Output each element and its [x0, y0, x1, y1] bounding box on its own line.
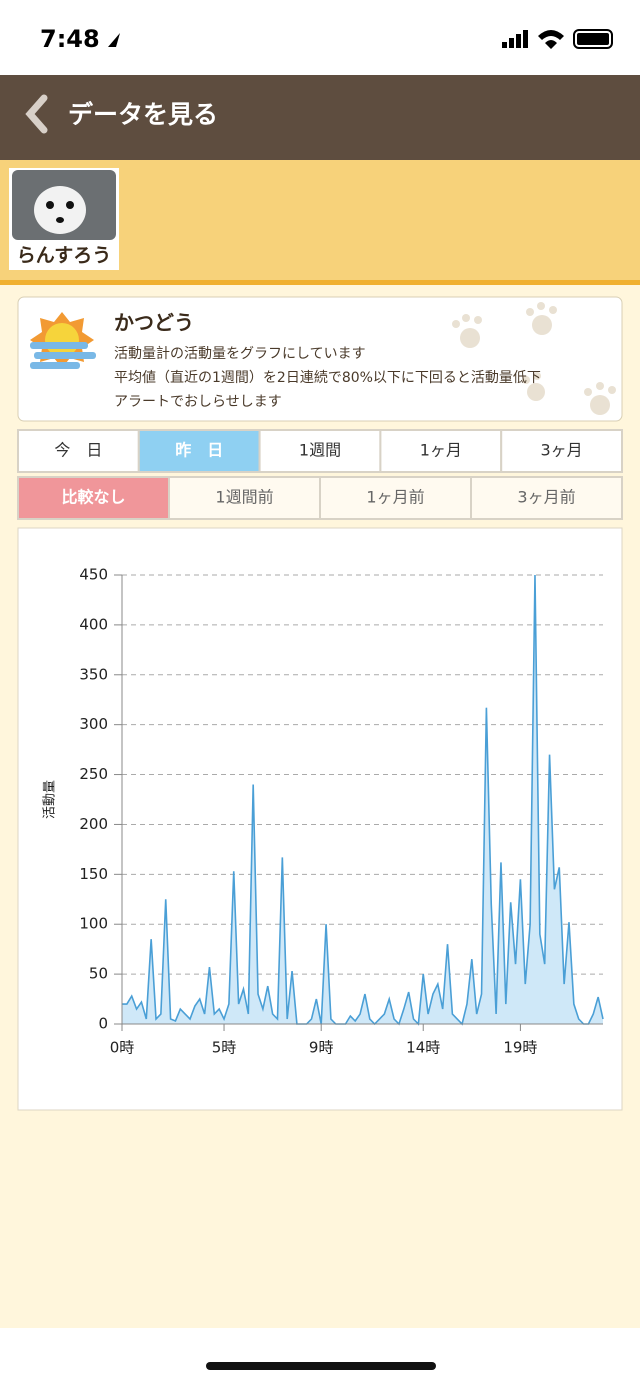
tab-label: 1週間: [299, 441, 341, 460]
paw-decor: [452, 302, 616, 415]
y-tick-label: 100: [79, 915, 108, 933]
area: [122, 575, 603, 1024]
activity-icon: [30, 312, 96, 369]
y-tick-label: 50: [89, 965, 108, 983]
tab[interactable]: [470, 476, 623, 520]
x-tick-label: 9時: [309, 1039, 334, 1057]
header: [0, 75, 640, 160]
back-button[interactable]: [25, 94, 48, 134]
wifi-icon: [538, 30, 564, 49]
tab-label: 3ヶ月: [541, 441, 583, 460]
location-icon: [108, 33, 120, 47]
tab[interactable]: [500, 429, 624, 473]
tab[interactable]: [379, 429, 503, 473]
y-tick-label: 0: [98, 1015, 108, 1033]
tab[interactable]: [137, 429, 261, 473]
x-tick-label: 5時: [212, 1039, 237, 1057]
y-tick-label: 300: [79, 715, 108, 733]
battery-level: [577, 33, 609, 45]
info-title: かつどう: [114, 311, 194, 335]
battery-icon: [573, 29, 613, 49]
y-tick-label: 450: [79, 566, 108, 584]
info-line: アラートでおしらせします: [114, 394, 282, 410]
x-tick-label: 14時: [406, 1039, 440, 1057]
pet-eye: [66, 201, 74, 209]
y-tick-label: 200: [79, 815, 108, 833]
pet-card[interactable]: らんすろう: [9, 168, 119, 270]
home-indicator[interactable]: [206, 1362, 436, 1370]
pet-eye: [46, 201, 54, 209]
y-tick-label: 350: [79, 665, 108, 683]
tab[interactable]: [258, 429, 382, 473]
pet-name: らんすろう: [17, 245, 112, 267]
info-line: 活動量計の活動量をグラフにしています: [114, 346, 366, 362]
x-tick-label: 19時: [503, 1039, 537, 1057]
tab-label: 1週間前: [215, 488, 273, 507]
y-axis-label: 活動量: [43, 780, 58, 819]
status-time: 7:48: [40, 25, 100, 53]
tab-label: 比較なし: [61, 488, 125, 507]
tab-label: 1ヶ月: [420, 441, 462, 460]
tab-label: 昨 日: [175, 441, 223, 460]
y-tick-label: 250: [79, 765, 108, 783]
home-area: [0, 1328, 640, 1386]
pet-nose: [56, 217, 64, 223]
tab[interactable]: [17, 429, 140, 473]
x-tick-label: 0時: [110, 1039, 135, 1057]
tab-label: 1ヶ月前: [366, 488, 424, 507]
status-bar: [0, 0, 640, 75]
pet-bar-border: [0, 280, 640, 285]
tab[interactable]: [319, 476, 472, 520]
tab[interactable]: [17, 476, 170, 520]
line: [122, 574, 604, 1026]
info-line: 平均値（直近の1週間）を2日連続で80%以下に下回ると活動量低下: [114, 369, 541, 386]
info-card: [17, 296, 623, 422]
header-title: データを見る: [68, 100, 218, 129]
y-tick-label: 150: [79, 865, 108, 883]
tab-label: 今 日: [54, 441, 102, 460]
signal-icon: [502, 30, 528, 48]
tab[interactable]: [168, 476, 321, 520]
pet-face: [34, 186, 86, 234]
tab-label: 3ヶ月前: [517, 488, 575, 507]
y-tick-label: 400: [79, 615, 108, 633]
